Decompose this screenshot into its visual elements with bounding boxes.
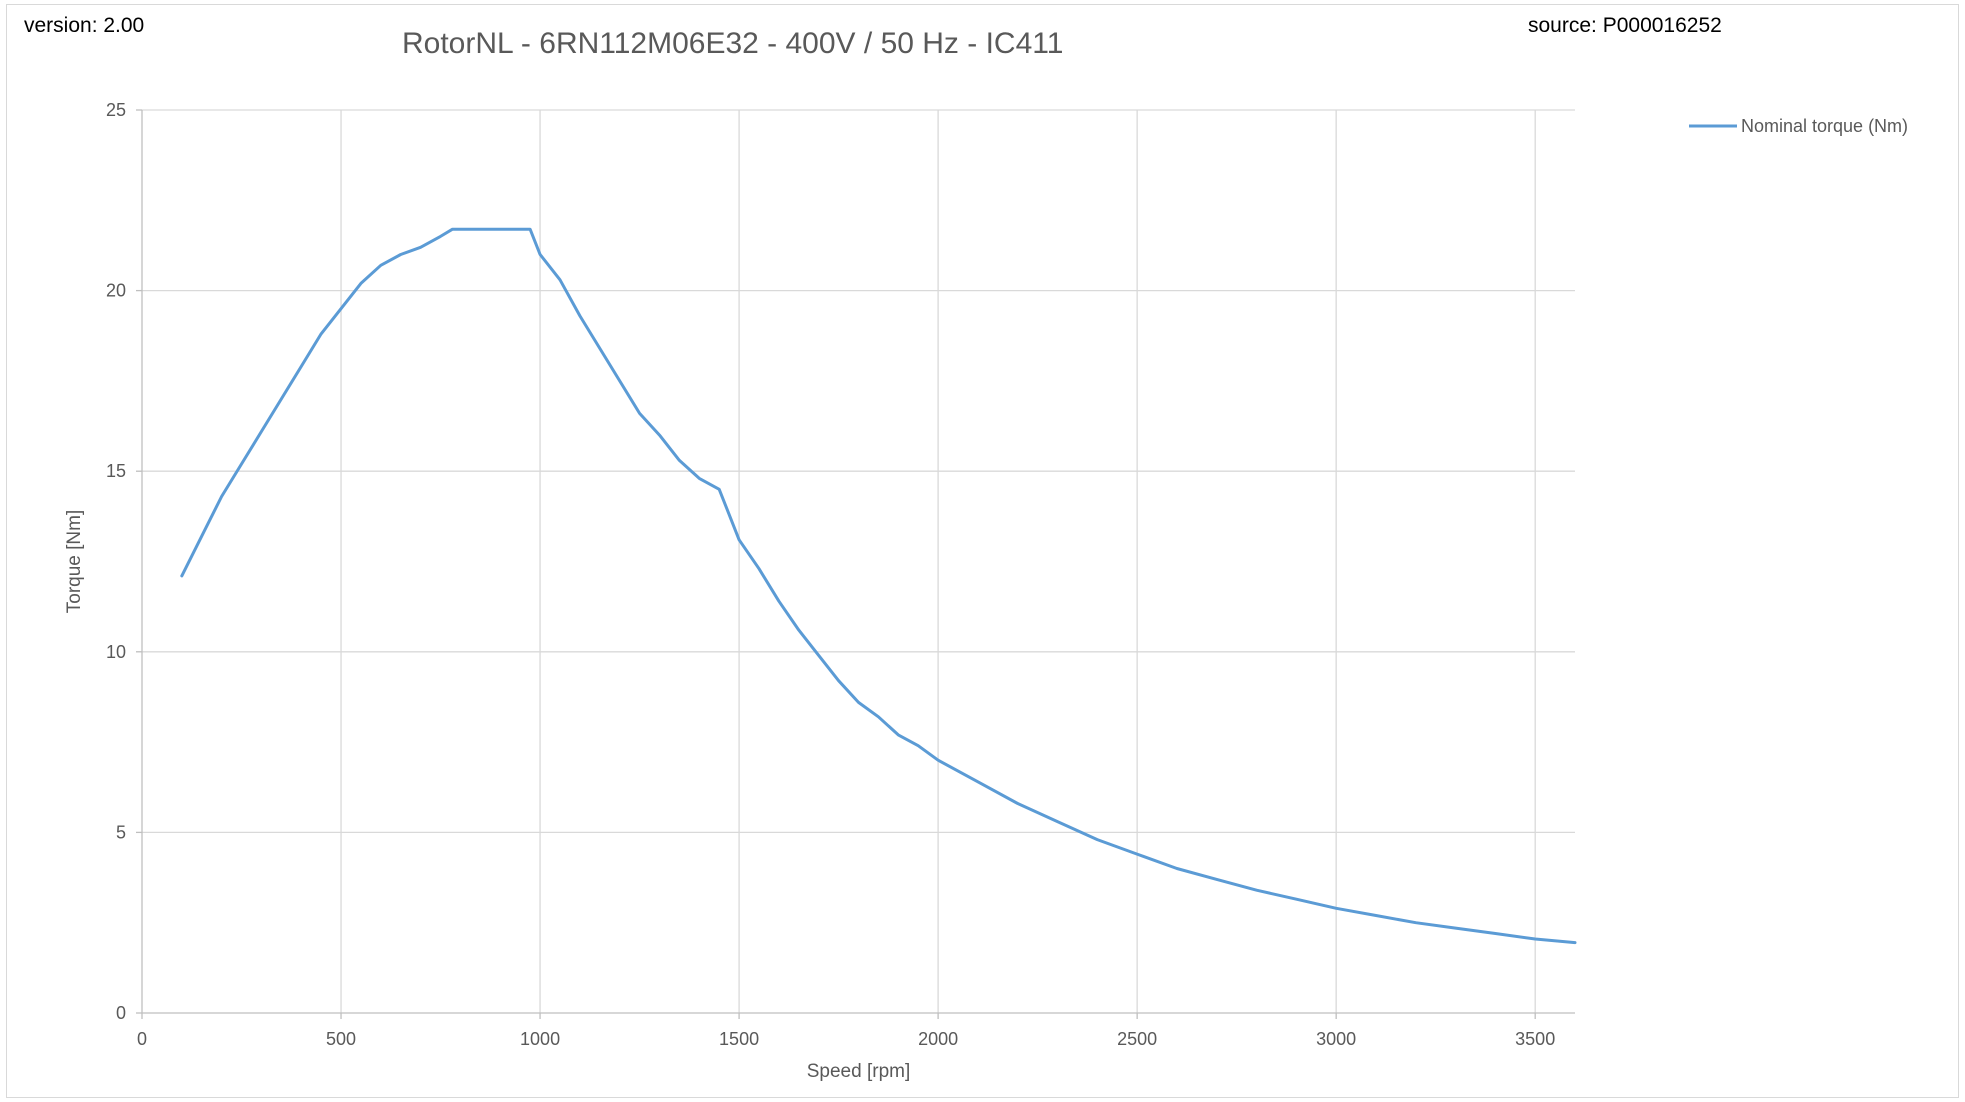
x-tick-label: 1500 [719, 1029, 759, 1049]
y-axis-title: Torque [Nm] [64, 510, 85, 613]
x-tick-label: 2000 [918, 1029, 958, 1049]
y-tick-label: 25 [106, 100, 126, 120]
grid-lines [142, 109, 1575, 1013]
x-tick-label: 500 [326, 1029, 356, 1049]
x-tick-label: 2500 [1117, 1029, 1157, 1049]
x-tick-label: 0 [137, 1029, 147, 1049]
y-tick-label: 15 [106, 461, 126, 481]
series-line-nominal-torque [180, 227, 1577, 945]
x-axis-title: Speed [rpm] [807, 1061, 911, 1082]
version-label: version: 2.00 [24, 14, 145, 37]
series-layer [180, 227, 1577, 945]
x-tick-label: 3000 [1316, 1029, 1356, 1049]
legend: Nominal torque (Nm) [1689, 116, 1908, 136]
chart-title: RotorNL - 6RN112M06E32 - 400V / 50 Hz - … [402, 27, 1064, 60]
y-tick-label: 20 [106, 281, 126, 301]
x-tick-label: 3500 [1515, 1029, 1555, 1049]
source-label: source: P000016252 [1528, 14, 1722, 37]
y-tick-label: 5 [116, 822, 126, 842]
x-tick-label: 1000 [520, 1029, 560, 1049]
y-tick-label: 10 [106, 642, 126, 662]
axes: 0 5 10 15 20 25 0 500 1000 1500 2000 2500 3000 3500 [106, 100, 1575, 1049]
chart-frame [6, 4, 1959, 1098]
legend-label-nominal-torque: Nominal torque (Nm) [1741, 116, 1908, 136]
y-tick-label: 0 [116, 1003, 126, 1023]
